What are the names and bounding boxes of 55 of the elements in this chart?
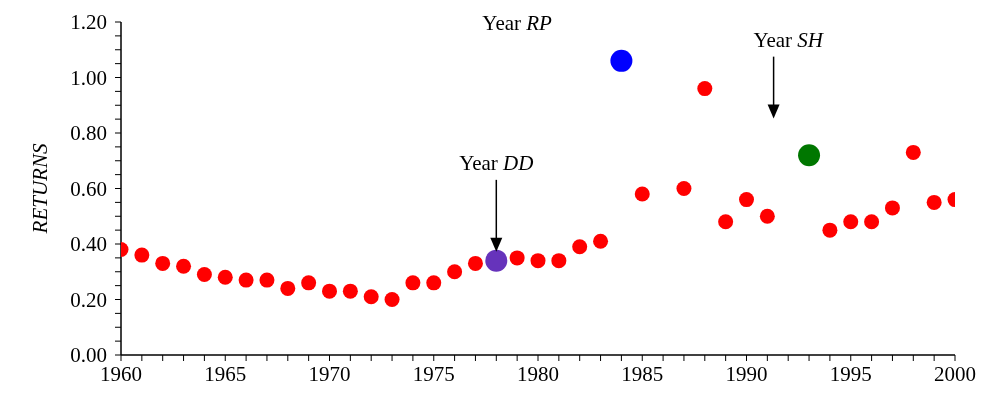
x-tick-label: 1995	[829, 362, 872, 386]
x-tick-label: 1970	[308, 362, 351, 386]
point	[634, 186, 650, 202]
point	[530, 253, 546, 269]
point	[134, 247, 150, 263]
point	[301, 275, 317, 291]
y-tick-label: 1.20	[70, 10, 107, 34]
x-tick-label: 1985	[621, 362, 664, 386]
point	[798, 144, 821, 167]
point	[280, 280, 296, 296]
point	[447, 264, 463, 280]
point	[485, 249, 508, 272]
point	[217, 269, 233, 285]
point	[926, 194, 942, 210]
point	[905, 144, 921, 160]
y-tick-label: 0.40	[70, 232, 107, 256]
point	[697, 81, 713, 97]
y-tick-label: 0.80	[70, 121, 107, 145]
point	[610, 49, 633, 72]
point	[572, 239, 588, 255]
point	[739, 192, 754, 208]
point	[759, 208, 775, 224]
point	[238, 272, 254, 288]
point	[384, 292, 400, 307]
point	[509, 250, 525, 266]
x-tick-label: 1990	[725, 362, 768, 386]
point	[196, 267, 212, 283]
x-tick-label: 1980	[517, 362, 559, 386]
y-tick-label: 0.20	[70, 287, 107, 312]
point	[322, 283, 337, 299]
point	[405, 275, 421, 291]
point	[342, 283, 358, 299]
point	[593, 233, 609, 249]
annotation: Year SH	[753, 27, 825, 52]
annotation: Year RP	[482, 11, 553, 35]
y-tick-label: 1.00	[70, 65, 107, 90]
point	[822, 222, 838, 238]
point	[259, 272, 275, 288]
point	[676, 181, 692, 196]
point	[864, 214, 880, 230]
point	[884, 200, 900, 216]
point	[467, 255, 483, 271]
point	[176, 258, 192, 274]
point	[718, 214, 734, 230]
point	[843, 214, 859, 230]
point	[155, 255, 171, 271]
x-tick-label: 1975	[412, 362, 455, 386]
point	[363, 289, 379, 305]
y-tick-label: 0.60	[70, 176, 107, 201]
annotation: Year DD	[459, 150, 534, 175]
point	[551, 253, 567, 269]
point	[426, 275, 442, 291]
x-tick-label: 1965	[204, 362, 247, 386]
x-tick-label: 2000	[934, 362, 976, 386]
y-axis-title: RETURNS	[28, 143, 53, 235]
